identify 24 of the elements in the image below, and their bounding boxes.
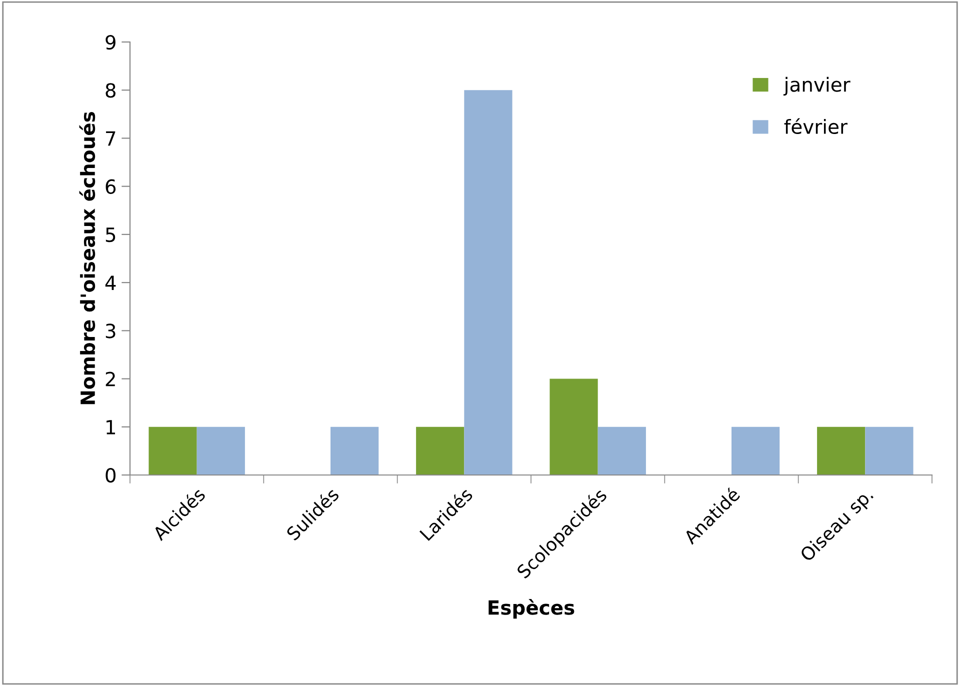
bar: [865, 426, 914, 475]
y-tick-label: 9: [106, 34, 116, 50]
bar: [148, 426, 197, 475]
y-tick-label: 6: [106, 179, 116, 194]
y-tick-label: 2: [106, 372, 115, 386]
y-axis-title: Nombre d'oiseaux échoués: [79, 112, 96, 404]
bar: [464, 90, 512, 475]
y-tick-label: 7: [106, 131, 116, 146]
bar: [732, 426, 780, 475]
y-tick-label: 5: [106, 228, 116, 242]
bar: [817, 426, 866, 475]
y-tick-label: 8: [106, 83, 116, 98]
bar: [598, 426, 646, 475]
y-tick-label: 4: [105, 276, 116, 290]
y-tick-label: 1: [106, 420, 116, 434]
y-tick-label: 3: [106, 324, 116, 338]
y-tick-label: 0: [106, 468, 116, 483]
bar: [196, 426, 245, 475]
bar: [550, 378, 598, 475]
bar: [330, 426, 379, 475]
legend-label: janvier: [783, 76, 850, 96]
bar: [416, 426, 464, 475]
legend-label: février: [784, 118, 848, 134]
x-axis-title: Espèces: [488, 599, 574, 619]
